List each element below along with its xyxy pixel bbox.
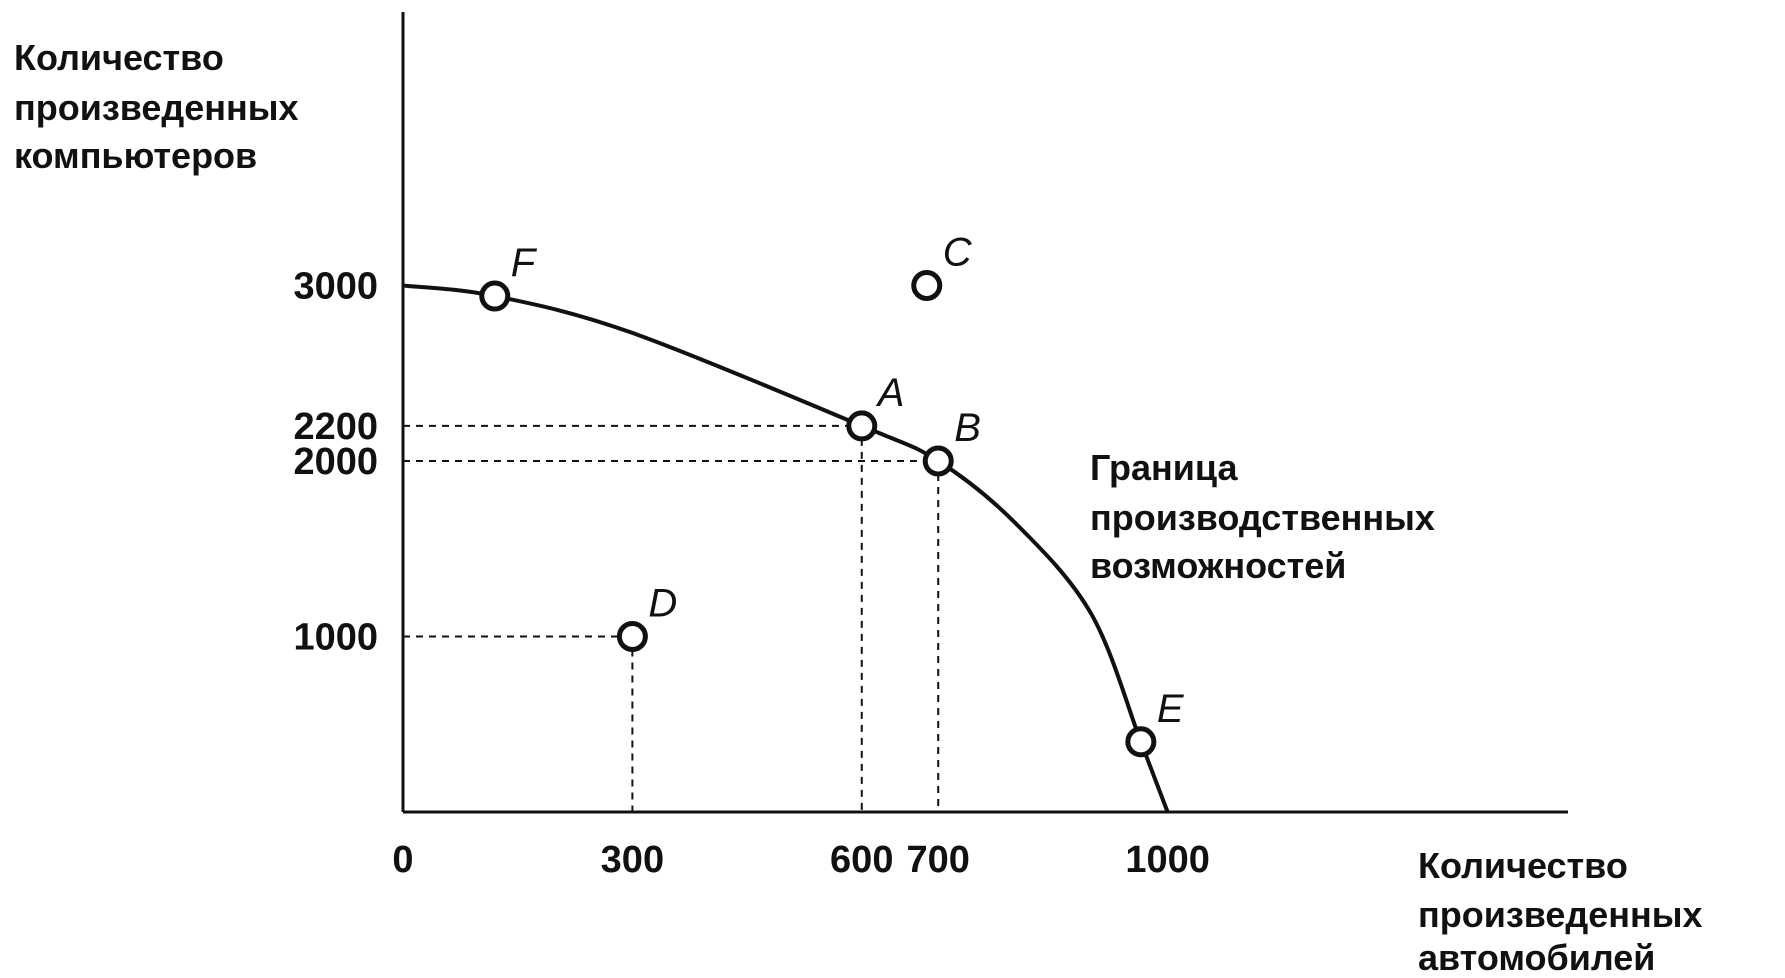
x-axis-title-line-3: автомобилей [1418, 937, 1655, 978]
point-c [911, 270, 943, 301]
x-axis-title: Количество произведенных автомобилей [1418, 845, 1713, 978]
frontier-label-line-2: производственных [1090, 497, 1435, 538]
x-tick-label-700: 700 [907, 839, 970, 881]
point-f [479, 280, 511, 312]
point-label-b: B [954, 406, 981, 450]
x-tick-label-600: 600 [830, 839, 893, 881]
y-tick-label-2200: 2200 [293, 406, 378, 448]
x-axis-title-line-1: Количество [1418, 845, 1628, 886]
point-b [922, 445, 954, 477]
guide-lines [403, 424, 940, 812]
y-axis-title-line-2: произведенных [14, 87, 299, 128]
x-tick-labels: 0 300 600 700 1000 [392, 839, 1209, 881]
point-label-d: D [648, 582, 677, 626]
point-label-c: C [943, 231, 973, 275]
x-axis-title-line-2: произведенных [1418, 894, 1703, 935]
point-d [616, 621, 648, 652]
y-tick-label-2000: 2000 [293, 441, 378, 483]
y-axis-title: Количество произведенных компьютеров [14, 37, 309, 176]
y-axis-title-line-1: Количество [14, 37, 224, 78]
x-tick-label-300: 300 [601, 839, 664, 881]
frontier-label: Граница производственных возможностей [1090, 447, 1445, 586]
point-label-a: A [876, 371, 905, 415]
point-label-f: F [511, 241, 538, 285]
y-axis-title-line-3: компьютеров [14, 135, 257, 176]
frontier-label-line-1: Граница [1090, 447, 1238, 488]
points-layer: F A B C D E [479, 231, 1185, 758]
y-tick-label-3000: 3000 [293, 266, 378, 308]
point-e [1125, 726, 1157, 758]
x-tick-label-1000: 1000 [1125, 839, 1210, 881]
x-tick-label-0: 0 [392, 839, 413, 881]
point-a [846, 410, 878, 442]
point-label-e: E [1157, 687, 1185, 731]
y-tick-label-1000: 1000 [293, 617, 378, 659]
frontier-label-line-3: возможностей [1090, 545, 1346, 586]
frontier-curve [402, 283, 1170, 813]
